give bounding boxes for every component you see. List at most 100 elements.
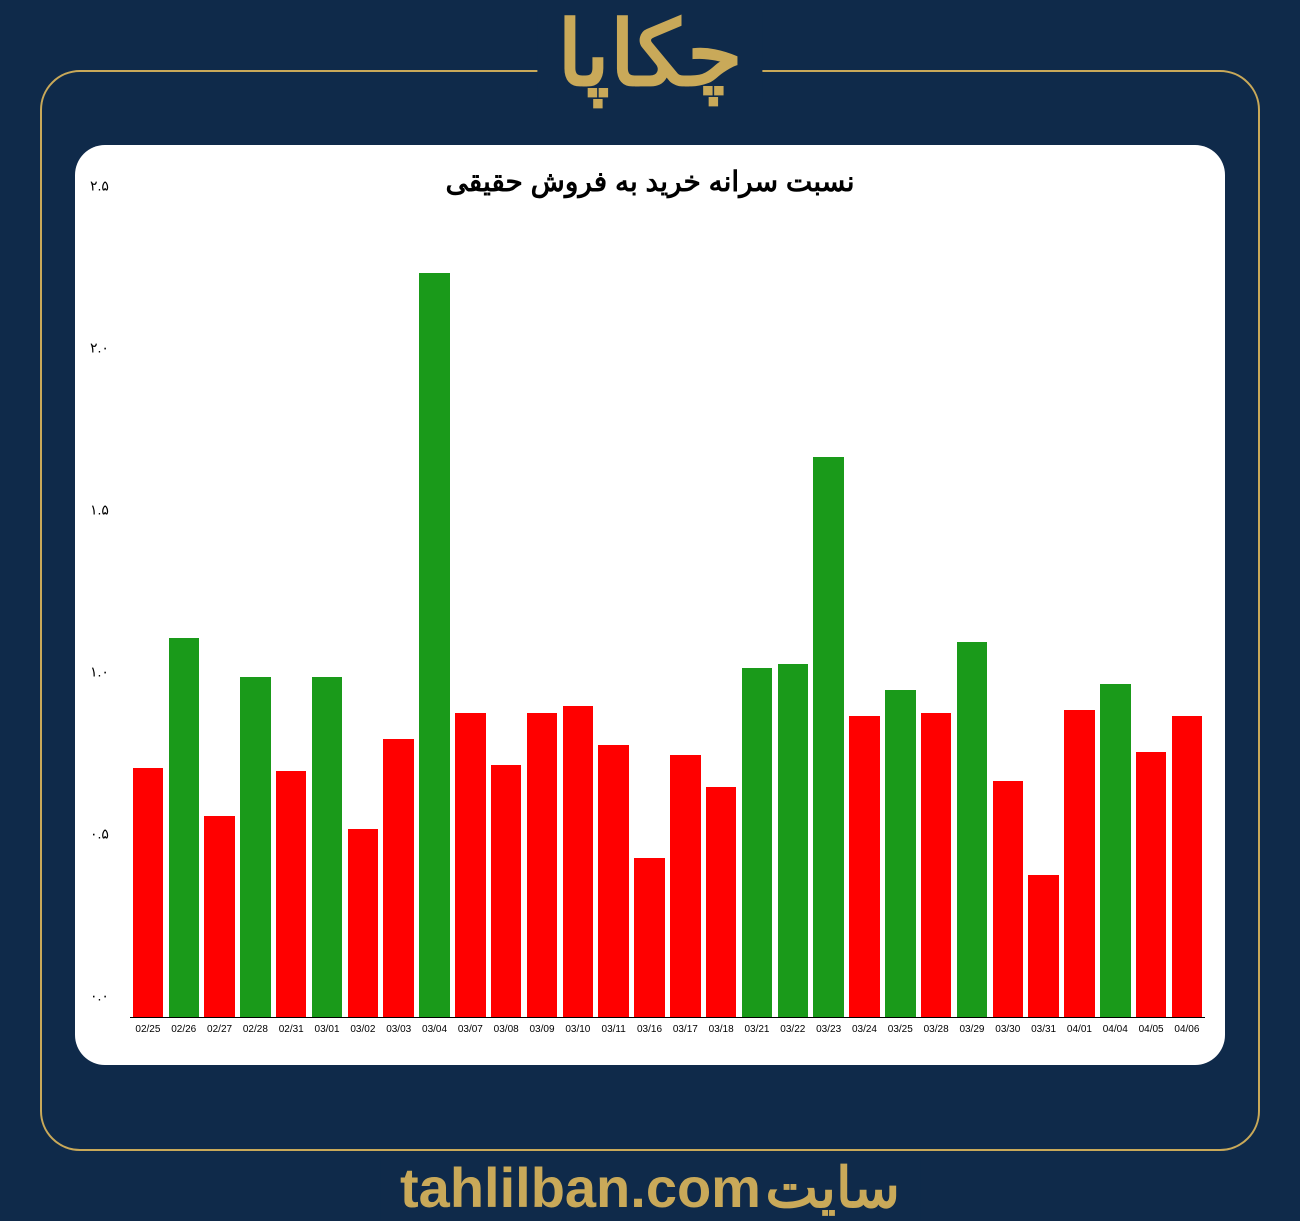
bar-slot xyxy=(1097,208,1133,1017)
bar xyxy=(778,664,808,1017)
bar xyxy=(598,745,628,1017)
x-tick-label: 03/08 xyxy=(488,1020,524,1048)
bar xyxy=(742,668,772,1017)
y-axis: ۰.۰۰.۵۱.۰۱.۵۲.۰۲.۵ xyxy=(90,208,130,1018)
x-tick-label: 03/16 xyxy=(632,1020,668,1048)
x-tick-label: 03/07 xyxy=(452,1020,488,1048)
x-tick-label: 03/11 xyxy=(596,1020,632,1048)
bar xyxy=(383,739,413,1017)
bar xyxy=(849,716,879,1017)
x-tick-label: 03/25 xyxy=(882,1020,918,1048)
bar xyxy=(1172,716,1202,1017)
x-tick-label: 04/01 xyxy=(1062,1020,1098,1048)
bar-slot xyxy=(273,208,309,1017)
x-tick-label: 02/26 xyxy=(166,1020,202,1048)
bar-slot xyxy=(524,208,560,1017)
x-tick-label: 03/17 xyxy=(667,1020,703,1048)
bar xyxy=(491,765,521,1017)
footer-label: سایت xyxy=(765,1156,900,1219)
x-tick-label: 04/05 xyxy=(1133,1020,1169,1048)
x-tick-label: 03/21 xyxy=(739,1020,775,1048)
bar-slot xyxy=(309,208,345,1017)
x-tick-label: 02/28 xyxy=(237,1020,273,1048)
bar xyxy=(204,816,234,1017)
bar xyxy=(312,677,342,1017)
x-tick-label: 03/04 xyxy=(417,1020,453,1048)
bar xyxy=(348,829,378,1017)
bar-slot xyxy=(1133,208,1169,1017)
bar xyxy=(670,755,700,1017)
bar xyxy=(527,713,557,1017)
bar-slot xyxy=(1026,208,1062,1017)
x-tick-label: 03/09 xyxy=(524,1020,560,1048)
bar xyxy=(1136,752,1166,1017)
x-tick-label: 03/10 xyxy=(560,1020,596,1048)
bar-slot xyxy=(130,208,166,1017)
x-tick-label: 03/01 xyxy=(309,1020,345,1048)
bar xyxy=(634,858,664,1017)
bar xyxy=(240,677,270,1017)
x-tick-label: 02/27 xyxy=(202,1020,238,1048)
bar xyxy=(563,706,593,1017)
x-tick-label: 03/23 xyxy=(811,1020,847,1048)
brand-logo: چکاپا xyxy=(537,10,762,100)
bar-slot xyxy=(560,208,596,1017)
y-tick-label: ۱.۰ xyxy=(90,664,125,681)
bar-slot xyxy=(1062,208,1098,1017)
x-tick-label: 03/30 xyxy=(990,1020,1026,1048)
bar-slot xyxy=(1169,208,1205,1017)
bar-slot xyxy=(596,208,632,1017)
bar xyxy=(1064,710,1094,1017)
bar-slot xyxy=(882,208,918,1017)
x-tick-label: 03/29 xyxy=(954,1020,990,1048)
bar-slot xyxy=(739,208,775,1017)
x-tick-label: 03/18 xyxy=(703,1020,739,1048)
bar-slot xyxy=(918,208,954,1017)
bar-slot xyxy=(775,208,811,1017)
bar-slot xyxy=(381,208,417,1017)
bar-slot xyxy=(452,208,488,1017)
bar xyxy=(169,638,199,1017)
x-tick-label: 02/25 xyxy=(130,1020,166,1048)
bar-slot xyxy=(417,208,453,1017)
x-tick-label: 03/22 xyxy=(775,1020,811,1048)
y-tick-label: ۱.۵ xyxy=(90,502,125,519)
bar-slot xyxy=(954,208,990,1017)
bars-container xyxy=(130,208,1205,1017)
y-tick-label: ۲.۵ xyxy=(90,178,125,195)
bar xyxy=(1028,875,1058,1017)
y-tick-label: ۲.۰ xyxy=(90,340,125,357)
bar-slot xyxy=(811,208,847,1017)
bar xyxy=(419,273,449,1017)
bar xyxy=(885,690,915,1017)
bar-slot xyxy=(667,208,703,1017)
bar-slot xyxy=(202,208,238,1017)
x-tick-label: 03/02 xyxy=(345,1020,381,1048)
bar-slot xyxy=(990,208,1026,1017)
bar xyxy=(1100,684,1130,1017)
x-axis: 02/2502/2602/2702/2802/3103/0103/0203/03… xyxy=(130,1020,1205,1048)
bar-slot xyxy=(847,208,883,1017)
bar-slot xyxy=(632,208,668,1017)
plot-area xyxy=(130,208,1205,1018)
bar xyxy=(706,787,736,1017)
bar-slot xyxy=(703,208,739,1017)
chart-card: نسبت سرانه خرید به فروش حقیقی ۰.۰۰.۵۱.۰۱… xyxy=(75,145,1225,1065)
footer: سایت tahlilban.com xyxy=(380,1155,920,1221)
bar xyxy=(276,771,306,1017)
bar-slot xyxy=(488,208,524,1017)
chart-title: نسبت سرانه خرید به فروش حقیقی xyxy=(90,165,1210,198)
bar-slot xyxy=(166,208,202,1017)
bar-slot xyxy=(345,208,381,1017)
x-tick-label: 03/31 xyxy=(1026,1020,1062,1048)
x-tick-label: 03/28 xyxy=(918,1020,954,1048)
y-tick-label: ۰.۰ xyxy=(90,988,125,1005)
x-tick-label: 03/24 xyxy=(847,1020,883,1048)
bar-slot xyxy=(237,208,273,1017)
footer-url: tahlilban.com xyxy=(400,1156,761,1219)
bar xyxy=(993,781,1023,1017)
chart-area: ۰.۰۰.۵۱.۰۱.۵۲.۰۲.۵ 02/2502/2602/2702/280… xyxy=(90,208,1210,1048)
x-tick-label: 04/06 xyxy=(1169,1020,1205,1048)
bar xyxy=(957,642,987,1017)
bar xyxy=(455,713,485,1017)
